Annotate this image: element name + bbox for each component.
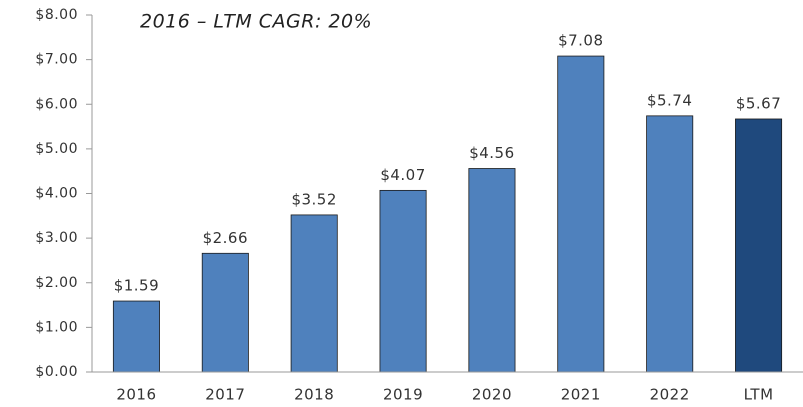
x-tick-label: LTM — [744, 386, 774, 404]
value-label: $4.56 — [469, 144, 514, 162]
y-tick-label: $2.00 — [35, 275, 78, 291]
y-tick-label: $5.00 — [35, 141, 78, 157]
y-tick-label: $6.00 — [35, 96, 78, 112]
value-label: $5.67 — [736, 94, 781, 112]
y-tick-label: $4.00 — [35, 186, 78, 202]
bar — [112, 300, 160, 373]
bar — [201, 252, 249, 373]
x-tick-label: 2016 — [116, 386, 156, 404]
x-tick-label: 2019 — [383, 386, 423, 404]
annotation: 2016 – LTM CAGR: 20% — [140, 11, 372, 33]
y-tick-label: $0.00 — [35, 364, 78, 380]
y-tick-label: $1.00 — [35, 319, 78, 335]
bar — [557, 55, 605, 373]
bar — [646, 115, 694, 373]
bar — [379, 189, 427, 373]
bar — [735, 118, 783, 373]
x-tick-label: 2017 — [205, 386, 245, 404]
y-tick-label: $3.00 — [35, 230, 78, 246]
value-label: $2.66 — [203, 229, 248, 247]
value-label: $1.59 — [114, 277, 159, 295]
bar — [468, 168, 516, 373]
y-tick-label: $7.00 — [35, 52, 78, 68]
bar — [290, 214, 338, 373]
x-tick-label: 2022 — [650, 386, 690, 404]
x-tick-label: 2018 — [294, 386, 334, 404]
value-label: $3.52 — [291, 190, 336, 208]
value-label: $4.07 — [380, 166, 425, 184]
y-tick-label: $8.00 — [35, 7, 78, 23]
value-label: $5.74 — [647, 91, 692, 109]
x-tick-label: 2020 — [472, 386, 512, 404]
x-tick-label: 2021 — [561, 386, 601, 404]
value-label: $7.08 — [558, 32, 603, 50]
